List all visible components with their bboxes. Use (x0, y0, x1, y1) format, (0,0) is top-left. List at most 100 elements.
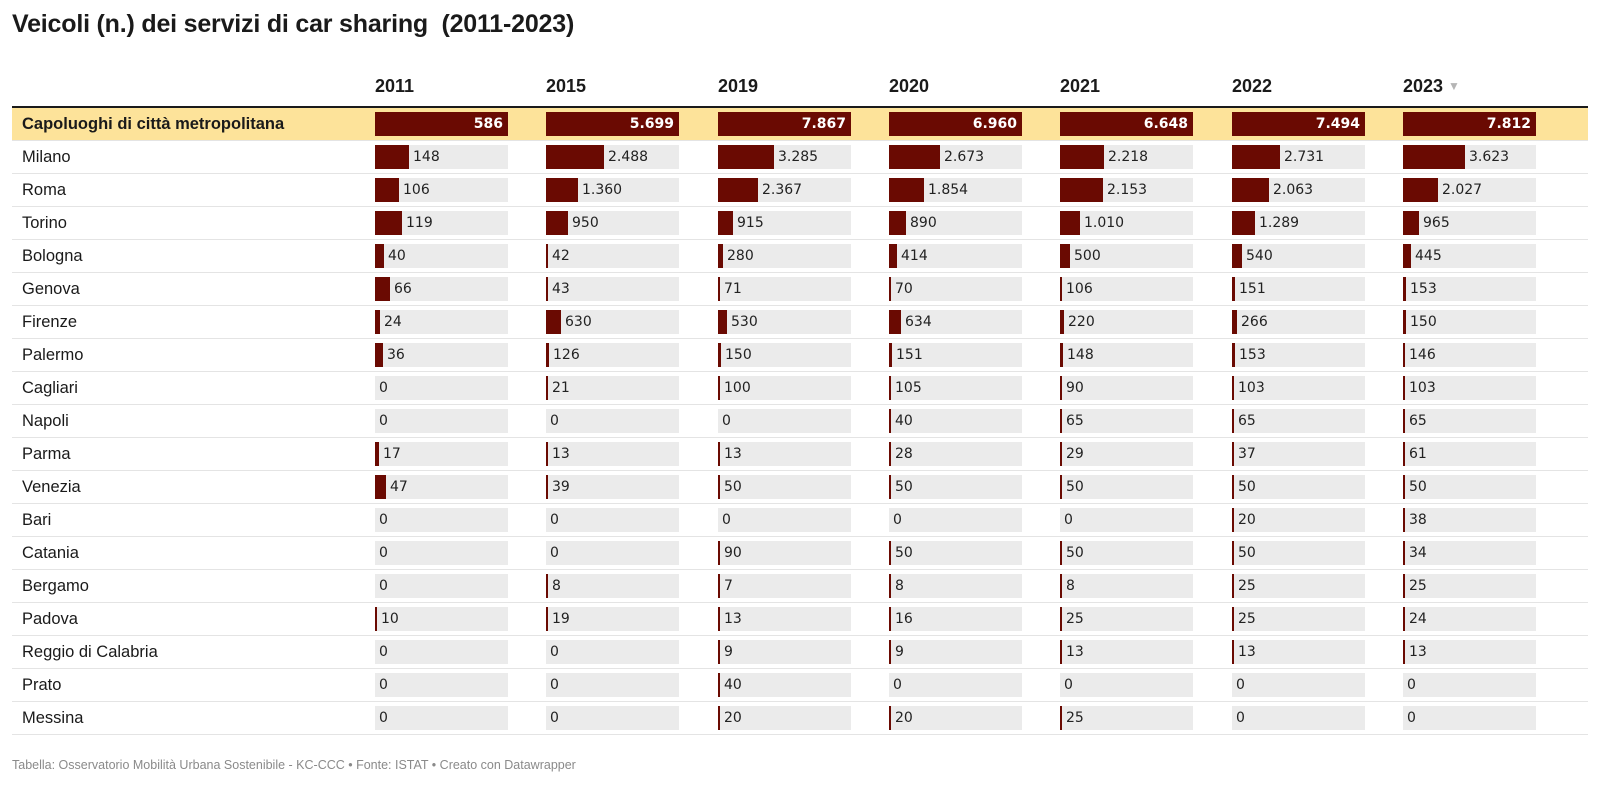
bar-track (375, 376, 508, 400)
bar-cell: 40 (889, 409, 1022, 433)
bar-track (375, 409, 508, 433)
bar (1060, 343, 1063, 367)
bar (889, 640, 891, 664)
table-body: Capoluoghi di città metropolitana 586 5.69… (12, 108, 1588, 735)
table-row: Napoli 0 0 0 40 65 65 65 (12, 405, 1588, 438)
bar-value-label: 0 (550, 545, 559, 561)
bar-cell: 0 (718, 409, 851, 433)
bar-cell: 1.854 (889, 178, 1022, 202)
bar-value-label: 9 (895, 644, 904, 660)
bar-track (1403, 211, 1536, 235)
bar-cell: 106 (375, 178, 508, 202)
bar-value-label: 540 (1246, 248, 1273, 264)
bar (718, 541, 720, 565)
bar-value-label: 50 (1409, 479, 1427, 495)
bar (375, 211, 402, 235)
bar-value-label: 0 (1236, 710, 1245, 726)
bar-value-label: 13 (1238, 644, 1256, 660)
bar (375, 112, 508, 136)
bar-value-label: 1.289 (1259, 215, 1300, 231)
bar-cell: 148 (1060, 343, 1193, 367)
bar-value-label: 586 (473, 116, 503, 132)
bar-track (1060, 442, 1193, 466)
bar-cell: 16 (889, 607, 1022, 631)
bar-cell: 50 (1060, 541, 1193, 565)
bar-value-label: 0 (722, 512, 731, 528)
bar-track (718, 706, 851, 730)
bar-cell: 540 (1232, 244, 1365, 268)
bar-track (889, 442, 1022, 466)
bar-value-label: 6.960 (972, 116, 1017, 132)
bar (1060, 574, 1062, 598)
column-header-2022[interactable]: 2022 (1232, 76, 1272, 97)
bar (718, 673, 720, 697)
bar-track (718, 508, 851, 532)
bar-track (1403, 376, 1536, 400)
bar-track (889, 574, 1022, 598)
bar (546, 277, 548, 301)
bar-cell: 19 (546, 607, 679, 631)
bar (889, 607, 891, 631)
column-header-2019[interactable]: 2019 (718, 76, 758, 97)
bar (1060, 310, 1064, 334)
row-label: Bergamo (22, 577, 89, 595)
bar-value-label: 34 (1409, 545, 1427, 561)
bar-cell: 915 (718, 211, 851, 235)
bar-track (1060, 673, 1193, 697)
bar (375, 244, 384, 268)
bar (1232, 541, 1234, 565)
bar-track (1232, 574, 1365, 598)
bar (889, 112, 1022, 136)
bar (1060, 178, 1103, 202)
bar-cell: 8 (546, 574, 679, 598)
column-header-2021[interactable]: 2021 (1060, 76, 1100, 97)
column-header-2020[interactable]: 2020 (889, 76, 929, 97)
bar-cell: 153 (1403, 277, 1536, 301)
bar-value-label: 151 (1239, 281, 1266, 297)
bar (889, 376, 891, 400)
bar (718, 343, 721, 367)
bar-value-label: 8 (1066, 578, 1075, 594)
bar-value-label: 0 (379, 512, 388, 528)
sort-descending-icon[interactable]: ▼ (1448, 79, 1460, 93)
bar-cell: 634 (889, 310, 1022, 334)
bar-cell: 25 (1060, 607, 1193, 631)
bar-cell: 17 (375, 442, 508, 466)
column-header-2015[interactable]: 2015 (546, 76, 586, 97)
bar-value-label: 29 (1066, 446, 1084, 462)
table-row: Reggio di Calabria 0 0 9 9 13 13 13 (12, 636, 1588, 669)
column-header-2011[interactable]: 2011 (375, 76, 414, 97)
bar (1232, 277, 1235, 301)
bar-value-label: 2.027 (1442, 182, 1483, 198)
bar (375, 310, 380, 334)
column-header-2023[interactable]: 2023 ▼ (1403, 76, 1460, 97)
bar (546, 211, 568, 235)
bar-value-label: 1.854 (928, 182, 969, 198)
bar (889, 145, 940, 169)
bar (546, 244, 548, 268)
bar-cell: 50 (889, 475, 1022, 499)
bar-track (889, 244, 1022, 268)
bar-value-label: 40 (895, 413, 913, 429)
bar-track (889, 673, 1022, 697)
bar-track (546, 310, 679, 334)
bar (889, 178, 924, 202)
bar-track (375, 442, 508, 466)
bar-cell: 40 (718, 673, 851, 697)
bar (1060, 442, 1062, 466)
bar-cell: 61 (1403, 442, 1536, 466)
bar-value-label: 25 (1066, 710, 1084, 726)
bar-cell: 445 (1403, 244, 1536, 268)
bar-cell: 65 (1232, 409, 1365, 433)
bar-track (375, 475, 508, 499)
bar (1060, 541, 1062, 565)
bar (718, 277, 720, 301)
bar-cell: 119 (375, 211, 508, 235)
bar-cell: 8 (889, 574, 1022, 598)
bar (1403, 409, 1405, 433)
bar-value-label: 0 (379, 644, 388, 660)
bar (1232, 640, 1234, 664)
bar-cell: 500 (1060, 244, 1193, 268)
bar (718, 376, 720, 400)
table-row: Roma 106 1.360 2.367 1.854 2.153 2.063 2.027 (12, 174, 1588, 207)
